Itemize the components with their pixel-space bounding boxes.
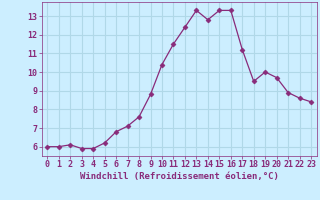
X-axis label: Windchill (Refroidissement éolien,°C): Windchill (Refroidissement éolien,°C) — [80, 172, 279, 181]
